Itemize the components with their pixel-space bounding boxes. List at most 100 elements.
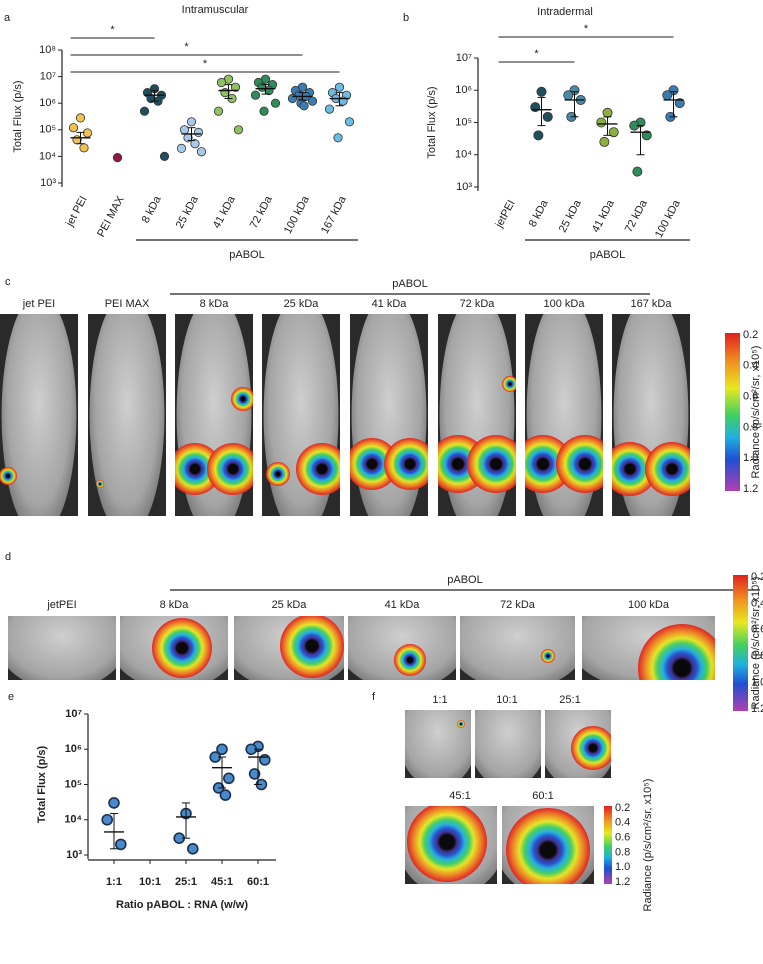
y-axis-label: Total Flux (p/s) bbox=[426, 86, 438, 158]
colorbar-tick-label: 0.6 bbox=[751, 624, 763, 636]
y-tick-label: 10⁷ bbox=[456, 52, 472, 64]
colorbar-tick-label: 0.4 bbox=[615, 817, 630, 829]
chart-title: Intradermal bbox=[537, 6, 593, 18]
data-point bbox=[299, 101, 309, 111]
signal bbox=[394, 644, 426, 676]
x-tick-label: 72 kDa bbox=[248, 193, 275, 230]
image-label: jet PEI bbox=[22, 298, 55, 310]
signal bbox=[266, 462, 290, 486]
colorbar-tick-label: 0.6 bbox=[743, 391, 758, 403]
group-label: pABOL bbox=[229, 249, 264, 261]
mouse-image bbox=[348, 616, 456, 680]
significance-label: * bbox=[584, 23, 589, 35]
data-point bbox=[213, 106, 224, 116]
y-axis-label: Total Flux (p/s) bbox=[12, 80, 24, 152]
signal bbox=[467, 435, 516, 493]
data-point bbox=[230, 82, 241, 92]
data-point bbox=[139, 106, 150, 116]
data-point bbox=[179, 125, 190, 135]
signal bbox=[571, 726, 611, 770]
mouse-image bbox=[88, 314, 166, 516]
data-point bbox=[259, 754, 271, 766]
x-tick-label: 25 kDa bbox=[557, 197, 584, 234]
y-tick-label: 10³ bbox=[40, 177, 56, 189]
image-label: 25 kDa bbox=[272, 599, 308, 611]
data-point bbox=[533, 130, 544, 141]
y-tick-label: 10⁶ bbox=[455, 84, 472, 96]
x-tick-label: 60:1 bbox=[247, 876, 269, 888]
y-tick-label: 10⁵ bbox=[455, 116, 472, 128]
panel-letter: b bbox=[403, 12, 409, 24]
significance-label: * bbox=[184, 41, 189, 53]
y-tick-label: 10³ bbox=[66, 849, 82, 861]
data-point bbox=[216, 743, 228, 756]
signal bbox=[638, 624, 715, 680]
signal bbox=[457, 720, 465, 728]
mouse-body bbox=[526, 314, 602, 516]
mouse-image bbox=[8, 616, 116, 680]
image-label: 41 kDa bbox=[385, 599, 421, 611]
significance-label: * bbox=[534, 48, 539, 60]
panel-letter: c bbox=[5, 276, 11, 288]
x-tick-label: 25:1 bbox=[175, 876, 197, 888]
y-tick-label: 10⁴ bbox=[64, 814, 82, 826]
y-tick-label: 10⁶ bbox=[39, 97, 56, 109]
y-tick-label: 10⁴ bbox=[39, 150, 56, 162]
colorbar-label: Radiance (p/s/cm²/sr, x10⁵) bbox=[750, 346, 762, 479]
signal bbox=[502, 376, 516, 392]
panel-letter: d bbox=[5, 551, 11, 563]
colorbar bbox=[733, 575, 748, 711]
data-point bbox=[250, 90, 261, 100]
mouse-image bbox=[612, 314, 690, 516]
x-tick-label: 10:1 bbox=[139, 876, 161, 888]
x-tick-label: 45:1 bbox=[211, 876, 233, 888]
colorbar-tick-label: 0.8 bbox=[615, 846, 630, 858]
mouse-body bbox=[89, 314, 165, 516]
x-tick-label: 41 kDa bbox=[211, 193, 238, 230]
colorbar-tick-label: 0.2 bbox=[743, 329, 758, 341]
data-point bbox=[101, 813, 113, 826]
group-label: pABOL bbox=[590, 249, 625, 261]
colorbar-tick-label: 1.2 bbox=[743, 483, 758, 495]
mouse-image bbox=[525, 314, 603, 516]
signal bbox=[407, 806, 487, 882]
data-point bbox=[108, 797, 120, 809]
signal bbox=[207, 443, 253, 495]
signal bbox=[556, 435, 603, 493]
data-point bbox=[82, 128, 93, 138]
mouse-image bbox=[460, 616, 575, 680]
y-tick-label: 10³ bbox=[456, 181, 472, 193]
data-point bbox=[68, 123, 79, 133]
y-tick-label: 10⁵ bbox=[65, 778, 82, 790]
mouse-body bbox=[475, 710, 541, 778]
image-label: 72 kDa bbox=[500, 599, 536, 611]
y-tick-label: 10⁸ bbox=[39, 44, 56, 56]
data-point bbox=[270, 98, 281, 108]
colorbar-tick-label: 0.8 bbox=[743, 421, 758, 433]
colorbar bbox=[725, 333, 740, 491]
signal bbox=[350, 438, 398, 490]
y-tick-label: 10⁷ bbox=[40, 71, 56, 83]
colorbar-label: Radiance (p/s/cm²/sr, x10⁵) bbox=[642, 779, 654, 912]
x-tick-label: 8 kDa bbox=[527, 197, 552, 229]
data-point bbox=[333, 133, 343, 143]
data-point bbox=[259, 106, 269, 116]
mouse-body bbox=[460, 616, 575, 680]
data-point bbox=[542, 111, 553, 122]
signal bbox=[296, 443, 340, 495]
data-point bbox=[186, 117, 197, 127]
data-point bbox=[599, 136, 610, 147]
mouse-body bbox=[176, 314, 252, 516]
group-label: pABOL bbox=[447, 574, 482, 586]
data-point bbox=[602, 107, 613, 118]
y-tick-label: 10⁴ bbox=[455, 149, 472, 161]
signal bbox=[175, 443, 221, 495]
colorbar bbox=[604, 806, 612, 884]
y-axis-label: Total Flux (p/s) bbox=[36, 745, 48, 823]
data-point bbox=[307, 96, 318, 106]
data-point bbox=[193, 127, 204, 137]
image-label: 8 kDa bbox=[160, 599, 190, 611]
data-point bbox=[219, 789, 232, 801]
data-point bbox=[159, 151, 170, 161]
panel-letter: f bbox=[372, 691, 376, 703]
